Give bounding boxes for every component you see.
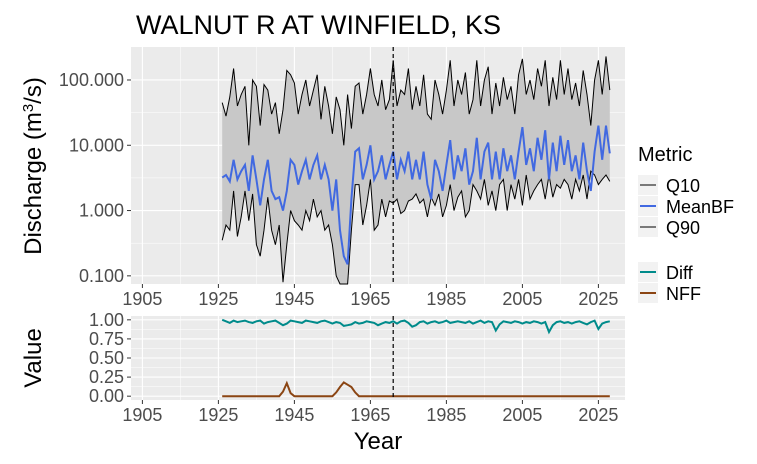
x-tick-label: 1925 [198,289,238,309]
y-tick-label: 0.00 [89,386,124,406]
series-line-nff [222,380,610,398]
series-line-q90 [221,56,611,146]
x-tick-label: 1965 [350,289,390,309]
x-tick-label: 1905 [122,289,162,309]
y-tick-label: 1.000 [79,201,124,221]
y-tick-label: 0.50 [89,348,124,368]
y-tick-label: 1.00 [89,310,124,330]
value-y-ticks: 0.000.250.500.751.00 [89,310,131,406]
x-tick-label: 1945 [274,289,314,309]
discharge-panel: 0.100 1.000 10.000 100.000 1905 1925 1945 1965… [59,47,625,309]
discharge-x-ticks: 1905 1925 1945 1965 1985 2005 2025 [122,284,618,309]
series-line-diff [221,318,611,335]
value-gridlines [131,316,625,400]
x-tick-label: 2025 [578,289,618,309]
chart-title: WALNUT R AT WINFIELD, KS [136,10,501,40]
x-tick-label: 1905 [122,405,162,425]
x-tick-label: 1925 [198,405,238,425]
x-tick-label: 1945 [274,405,314,425]
x-tick-label: 1985 [426,405,466,425]
x-tick-label: 2025 [578,405,618,425]
legend-metric: Metric Q10 MeanBF Q90 [638,144,734,238]
value-x-ticks: 1905 1925 1945 1965 1985 2005 2025 [122,400,618,425]
legend-value: Diff NFF [638,262,701,304]
legend-title: Metric [638,144,692,166]
value-panel: 0.000.250.500.751.00 1905 1925 1945 1965 198… [89,310,625,425]
y-tick-label: 10.000 [69,135,124,155]
y-tick-label: 100.000 [59,70,124,90]
x-axis-title: Year [354,428,403,455]
x-tick-label: 2005 [502,289,542,309]
x-tick-label: 1985 [426,289,466,309]
y-tick-label: 0.25 [89,367,124,387]
y-tick-label: 0.100 [79,266,124,286]
q10-q90-ribbon [222,56,610,285]
y-tick-label: 0.75 [89,329,124,349]
x-tick-label: 1965 [350,405,390,425]
x-tick-label: 2005 [502,405,542,425]
legend-label-nff: NFF [666,284,701,304]
legend-label-diff: Diff [666,263,694,283]
series-line-q10 [221,170,611,285]
value-axis-title: Value [20,328,47,388]
legend-label-meanbf: MeanBF [666,197,734,217]
discharge-axis-title: Discharge (m3/s) [20,77,48,255]
legend-label-q10: Q10 [666,176,700,196]
legend-label-q90: Q90 [666,218,700,238]
series-line-meanbf [221,125,611,265]
discharge-y-ticks: 0.100 1.000 10.000 100.000 [59,70,131,286]
